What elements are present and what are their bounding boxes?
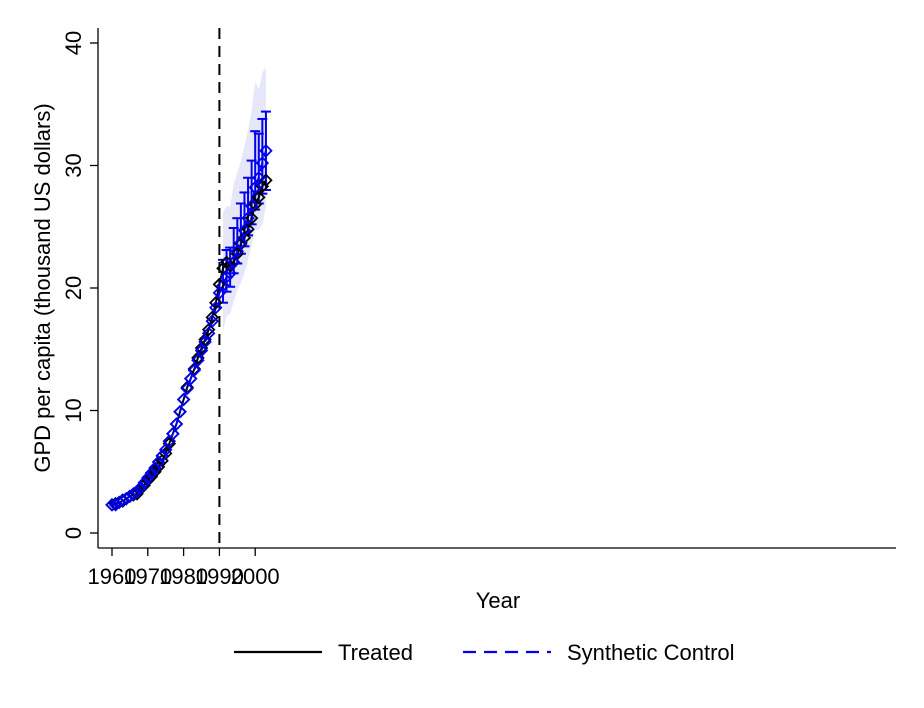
synthetic-control-point xyxy=(230,244,245,259)
synthetic-control-point xyxy=(205,314,220,328)
synthetic-control-point xyxy=(223,266,237,281)
synthetic-control-point xyxy=(241,211,255,225)
y-tick-label: 0 xyxy=(61,527,86,539)
x-tick-label: 1970 xyxy=(123,564,172,589)
synthetic-control-point xyxy=(133,480,148,495)
synthetic-control-point xyxy=(252,170,266,185)
synthetic-control-point xyxy=(201,326,216,341)
x-tick-label: 1990 xyxy=(195,564,244,589)
synthetic-control-point xyxy=(191,353,205,368)
synthetic-control-point xyxy=(187,363,202,377)
synthetic-control-point xyxy=(244,199,259,213)
synthetic-control-point xyxy=(166,427,180,441)
x-tick-label: 1960 xyxy=(88,564,137,589)
axes-layer xyxy=(90,28,896,556)
treated-point xyxy=(212,277,227,292)
synthetic-control-point xyxy=(248,180,262,195)
synthetic-control-point xyxy=(180,381,194,396)
legend-synthetic-label: Synthetic Control xyxy=(567,640,735,665)
y-axis-title: GPD per capita (thousand US dollars) xyxy=(30,103,55,472)
synthetic-control-point xyxy=(216,278,230,293)
synthetic-control-point xyxy=(183,371,198,386)
synthetic-control-point xyxy=(126,487,141,501)
treated-point xyxy=(259,173,273,187)
synthetic-control-point xyxy=(259,144,273,158)
synthetic-control-point xyxy=(176,392,191,407)
synthetic-control-point xyxy=(255,156,270,170)
y-tick-label: 40 xyxy=(61,31,86,55)
y-tick-label: 10 xyxy=(61,398,86,422)
y-tick-label: 20 xyxy=(61,276,86,300)
synthetic-control-point xyxy=(226,255,241,270)
synthetic-control-point xyxy=(130,484,144,499)
treated-point xyxy=(205,310,220,325)
synthetic-control-point xyxy=(194,343,209,358)
treated-point xyxy=(201,322,216,337)
treated-point xyxy=(241,222,255,236)
synthetic-control-point xyxy=(169,417,184,431)
legend: Treated Synthetic Control xyxy=(234,640,735,665)
synthetic-control-point xyxy=(141,471,155,485)
synthetic-control-point xyxy=(173,404,187,419)
legend-treated-label: Treated xyxy=(338,640,413,665)
synthetic-control-point xyxy=(105,498,119,512)
x-axis-title: Year xyxy=(476,588,520,613)
treated-point xyxy=(252,190,266,205)
synthetic-control-point xyxy=(137,476,151,490)
treated-point xyxy=(223,259,237,273)
synthetic-control-point xyxy=(219,270,234,284)
treated-point xyxy=(237,231,252,245)
synthetic-control-point xyxy=(144,466,159,480)
series-layer xyxy=(105,110,273,512)
x-tick-label: 2000 xyxy=(231,564,280,589)
synthetic-control-point xyxy=(158,442,173,457)
x-tick-label: 1980 xyxy=(159,564,208,589)
treated-point xyxy=(209,295,223,310)
synthetic-control-point xyxy=(237,223,252,238)
treated-point xyxy=(244,211,259,225)
synthetic-control-point xyxy=(234,235,248,250)
synthetic-control-point xyxy=(209,300,223,315)
synthetic-control-point xyxy=(198,335,212,349)
y-tick-label: 30 xyxy=(61,153,86,177)
